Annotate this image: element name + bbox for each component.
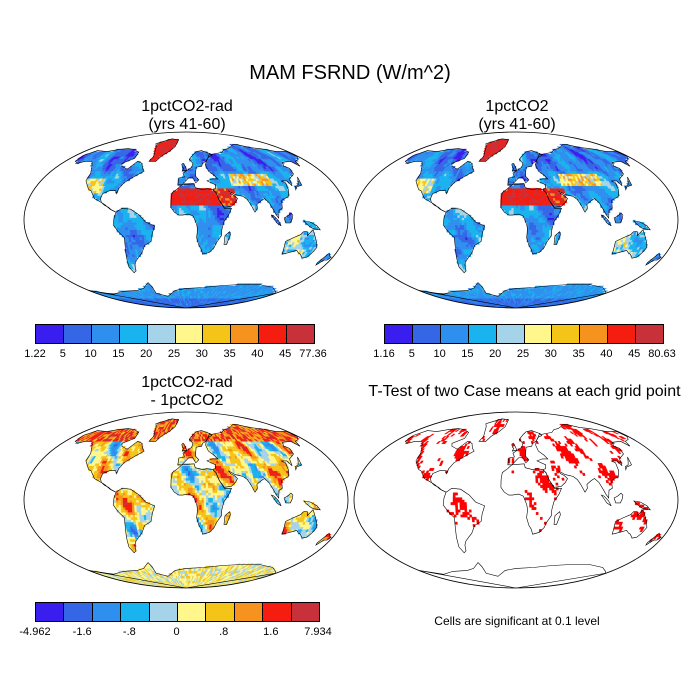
colorbar-swatch bbox=[412, 325, 441, 343]
map-frame bbox=[23, 131, 349, 309]
colorbar-tick-label: 5 bbox=[59, 348, 66, 360]
panel-b-title-line2: (yrs 41-60) bbox=[478, 116, 556, 133]
map-frame bbox=[23, 411, 349, 589]
colorbar-swatch bbox=[468, 325, 497, 343]
colorbar-swatch bbox=[291, 603, 320, 621]
colorbar-tick-label: 45 bbox=[628, 348, 641, 360]
colorbar-swatch bbox=[580, 325, 609, 343]
colorbar-tick-label: 35 bbox=[223, 348, 236, 360]
colorbar-tick-label: 1.6 bbox=[263, 626, 279, 638]
colorbar-tick-label: 35 bbox=[572, 348, 585, 360]
colorbar-swatch bbox=[496, 325, 525, 343]
colorbar-tick-label: 1.22 bbox=[24, 348, 46, 360]
colorbar-tick-label: 80.63 bbox=[648, 348, 676, 360]
panel-a-title-line2: (yrs 41-60) bbox=[148, 116, 226, 133]
colorbar-swatch bbox=[259, 325, 288, 343]
colorbar-tick-label: .8 bbox=[219, 626, 229, 638]
colorbar-swatch bbox=[36, 325, 64, 343]
colorbar-swatch bbox=[178, 603, 207, 621]
colorbar-swatch bbox=[440, 325, 469, 343]
colorbar-swatch bbox=[147, 325, 176, 343]
colorbar-swatch bbox=[231, 325, 260, 343]
colorbar-tick-label: 15 bbox=[112, 348, 125, 360]
colorbar-tick-label: 30 bbox=[544, 348, 557, 360]
panel-c-title: 1pctCO2-rad - 1pctCO2 bbox=[22, 374, 352, 410]
colorbar-swatch bbox=[263, 603, 292, 621]
colorbar-tick-label: 77.36 bbox=[299, 348, 327, 360]
panel-c-title-line2: - 1pctCO2 bbox=[150, 392, 224, 409]
colorbar-tick-label: 45 bbox=[279, 348, 292, 360]
colorbar-swatch bbox=[91, 325, 120, 343]
coastlines bbox=[404, 418, 662, 588]
colorbar-swatch bbox=[206, 603, 235, 621]
colorbar-tick-label: 25 bbox=[167, 348, 181, 360]
colorbar-tick-label: 40 bbox=[600, 348, 613, 360]
colorbar-tick-label: 20 bbox=[140, 348, 153, 360]
map-panel-ttest bbox=[353, 411, 679, 589]
colorbar-tick-label: 25 bbox=[516, 348, 530, 360]
data-cells bbox=[404, 419, 662, 542]
colorbar-tick-label: 20 bbox=[489, 348, 502, 360]
colorbar-swatch bbox=[552, 325, 581, 343]
colorbar-tick-label: 0 bbox=[173, 626, 180, 638]
colorbar-tick-label: 10 bbox=[84, 348, 97, 360]
colorbar-swatch bbox=[36, 603, 65, 621]
colorbar-tick-label: 15 bbox=[461, 348, 474, 360]
colorbar-swatch bbox=[121, 603, 150, 621]
colorbar-tick-label: 1.16 bbox=[373, 348, 395, 360]
panel-b-title: 1pctCO2 (yrs 41-60) bbox=[352, 98, 682, 134]
map-frame bbox=[353, 411, 679, 589]
coastlines bbox=[404, 138, 662, 308]
colorbar-tick-label: -4.962 bbox=[19, 626, 51, 638]
colorbar-tick-label: -.8 bbox=[122, 626, 136, 638]
colorbar-swatch bbox=[175, 325, 204, 343]
colorbar-swatch bbox=[92, 603, 122, 621]
figure-title: MAM FSRND (W/m^2) bbox=[249, 62, 451, 84]
map-panel-difference bbox=[23, 411, 349, 589]
panel-a-title: 1pctCO2-rad (yrs 41-60) bbox=[22, 98, 352, 134]
colorbar-swatch bbox=[636, 325, 664, 343]
data-cells bbox=[74, 139, 332, 308]
colorbar-swatches bbox=[35, 324, 315, 344]
panel-b-title-line1: 1pctCO2 bbox=[485, 98, 549, 115]
significance-note: Cells are significant at 0.1 level bbox=[434, 614, 600, 628]
colorbar-swatches bbox=[35, 602, 320, 622]
colorbar-swatch bbox=[287, 325, 315, 343]
map-frame bbox=[353, 131, 679, 309]
colorbar-swatch bbox=[203, 325, 232, 343]
colorbar-swatch bbox=[149, 603, 179, 621]
map-panel-rad bbox=[23, 131, 349, 309]
colorbar-swatch bbox=[385, 325, 413, 343]
colorbar-swatch bbox=[608, 325, 637, 343]
panel-a-title-line1: 1pctCO2-rad bbox=[141, 98, 233, 115]
coastlines bbox=[74, 418, 332, 588]
data-cells bbox=[74, 419, 332, 588]
colorbar-tick-label: 10 bbox=[433, 348, 446, 360]
colorbar-swatch bbox=[524, 325, 553, 343]
panel-d-title: T-Test of two Case means at each grid po… bbox=[368, 383, 681, 400]
map-panel-1pctco2 bbox=[353, 131, 679, 309]
colorbar-tick-label: 30 bbox=[195, 348, 208, 360]
colorbar-tick-label: 40 bbox=[251, 348, 264, 360]
colorbar-tick-label: 7.934 bbox=[304, 626, 332, 638]
coastlines bbox=[74, 138, 332, 308]
colorbar-swatch bbox=[119, 325, 148, 343]
colorbar-tick-label: 5 bbox=[408, 348, 415, 360]
colorbar-swatch bbox=[63, 325, 92, 343]
colorbar-swatches bbox=[384, 324, 664, 344]
colorbar-tick-label: -1.6 bbox=[72, 626, 92, 638]
colorbar-swatch bbox=[234, 603, 264, 621]
colorbar-swatch bbox=[64, 603, 93, 621]
panel-c-title-line1: 1pctCO2-rad bbox=[141, 374, 233, 391]
